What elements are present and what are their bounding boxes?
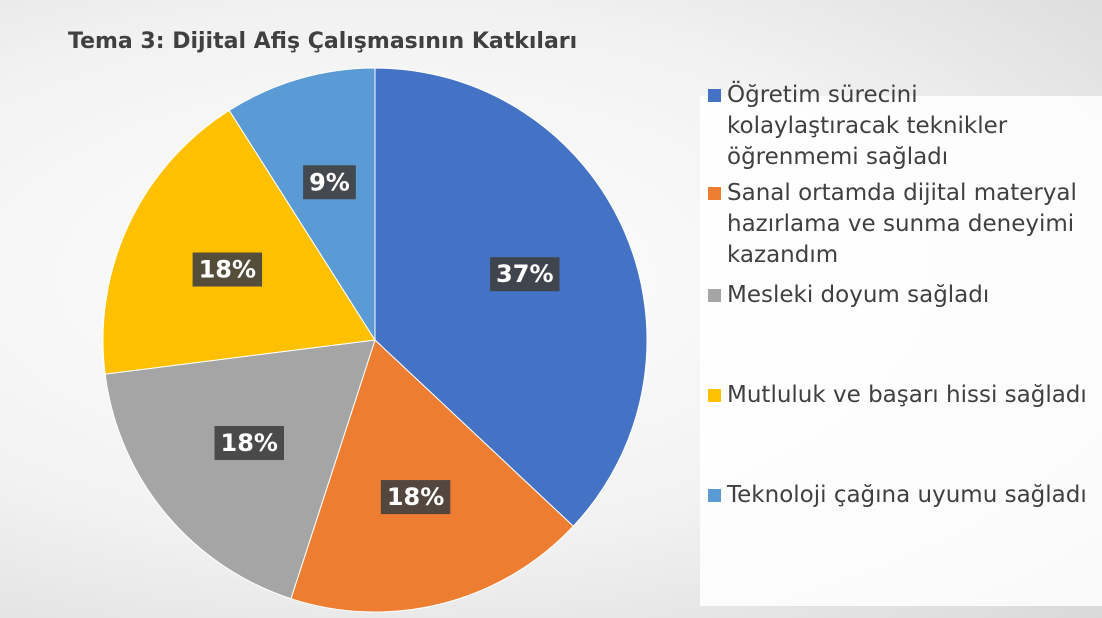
legend-label: Teknoloji çağına uyumu sağladı <box>727 482 1087 508</box>
legend-label: Sanal ortamda dijital materyal hazırlama… <box>727 180 1077 268</box>
data-label: 37% <box>496 260 553 288</box>
data-label-box <box>380 480 451 515</box>
legend-label: Mutluluk ve başarı hissi sağladı <box>727 382 1087 408</box>
legend-item: Mesleki doyum sağladı <box>708 280 1088 311</box>
legend-swatch <box>708 89 721 102</box>
pie-slice <box>290 339 574 613</box>
legend-panel <box>700 96 1102 606</box>
legend-swatch <box>708 389 721 402</box>
data-label: 18% <box>199 256 256 284</box>
legend-swatch <box>708 489 721 502</box>
legend-label: Öğretim sürecini kolaylaştıracak teknikl… <box>727 82 1008 170</box>
legend-item: Sanal ortamda dijital materyal hazırlama… <box>708 178 1088 271</box>
pie-slice <box>228 67 376 342</box>
legend-swatch <box>708 187 721 200</box>
chart-title: Tema 3: Dijital Afiş Çalışmasının Katkıl… <box>68 29 577 54</box>
legend-item: Mutluluk ve başarı hissi sağladı <box>708 380 1088 411</box>
pie-slice <box>104 339 376 600</box>
pie-slice <box>374 67 648 527</box>
legend-label: Mesleki doyum sağladı <box>727 282 990 308</box>
data-label-box <box>303 165 356 200</box>
data-label-box <box>214 426 284 461</box>
legend-item: Öğretim sürecini kolaylaştıracak teknikl… <box>708 80 1088 173</box>
legend-swatch <box>708 289 721 302</box>
data-label: 9% <box>309 168 350 196</box>
legend-item: Teknoloji çağına uyumu sağladı <box>708 480 1088 511</box>
data-label-box <box>490 257 560 292</box>
data-label: 18% <box>387 483 444 511</box>
data-label-box <box>192 252 263 287</box>
pie-slice <box>102 109 376 375</box>
data-label: 18% <box>221 429 278 457</box>
